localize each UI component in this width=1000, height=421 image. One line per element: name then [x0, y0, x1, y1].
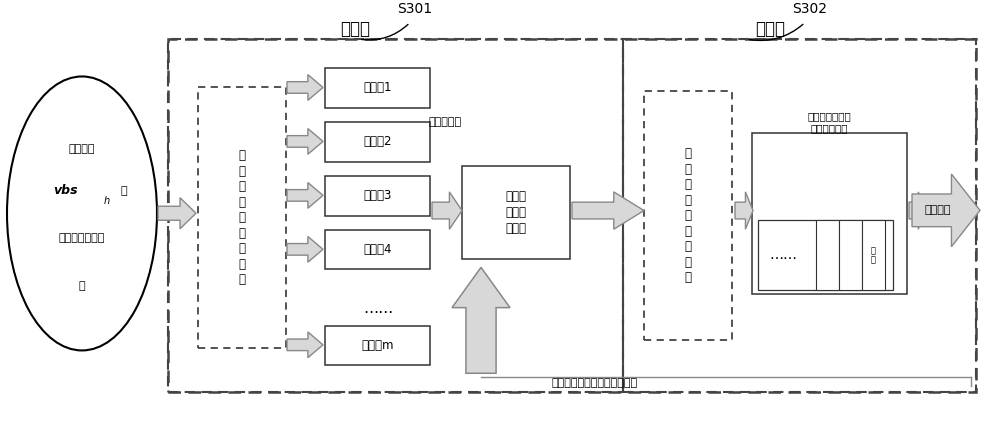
Text: vbs: vbs	[54, 184, 78, 197]
Polygon shape	[325, 122, 430, 162]
Text: 求
解
迁
移
调
度
子
模
型: 求 解 迁 移 调 度 子 模 型	[684, 147, 692, 284]
Polygon shape	[909, 192, 925, 229]
Polygon shape	[325, 68, 430, 108]
Text: 中: 中	[121, 186, 127, 196]
Polygon shape	[287, 332, 323, 358]
Polygon shape	[462, 166, 570, 259]
Polygon shape	[287, 183, 323, 208]
Polygon shape	[452, 267, 510, 373]
Text: 业务组4: 业务组4	[363, 243, 392, 256]
Polygon shape	[572, 192, 644, 229]
Polygon shape	[287, 75, 323, 100]
Text: 优先级函数: 优先级函数	[428, 117, 462, 127]
FancyArrowPatch shape	[362, 24, 408, 40]
Polygon shape	[912, 174, 980, 247]
Text: 业务组2: 业务组2	[363, 135, 392, 148]
Text: 待迁移负载业务: 待迁移负载业务	[59, 233, 105, 243]
Text: 业务组1: 业务组1	[363, 81, 392, 94]
FancyArrowPatch shape	[749, 24, 803, 40]
Text: 对
负
载
业
务
进
行
分
组: 对 负 载 业 务 进 行 分 组	[239, 149, 246, 286]
Text: 业务组m: 业务组m	[361, 339, 394, 352]
Polygon shape	[862, 220, 885, 290]
Text: 进行下一个业务组的迁移调度: 进行下一个业务组的迁移调度	[552, 378, 638, 388]
Polygon shape	[432, 192, 462, 229]
Polygon shape	[758, 220, 893, 290]
Polygon shape	[287, 237, 323, 262]
Text: 业务组内具体的
迁移调度方案: 业务组内具体的 迁移调度方案	[807, 111, 851, 133]
Text: 迁移操作: 迁移操作	[925, 205, 951, 215]
Polygon shape	[816, 220, 839, 290]
Polygon shape	[287, 128, 323, 154]
Polygon shape	[158, 198, 196, 229]
Text: 阶段二: 阶段二	[755, 20, 785, 38]
Polygon shape	[752, 133, 907, 294]
Text: 虚拟基站: 虚拟基站	[69, 144, 95, 154]
Polygon shape	[325, 325, 430, 365]
Text: ……: ……	[363, 301, 393, 317]
Polygon shape	[735, 192, 753, 229]
Text: ……: ……	[769, 248, 797, 262]
Text: 集: 集	[79, 281, 85, 291]
Text: h: h	[104, 196, 110, 206]
Text: S301: S301	[397, 2, 433, 16]
Polygon shape	[839, 220, 862, 290]
Text: 业务组3: 业务组3	[363, 189, 392, 203]
Text: 优先级
最高的
业务组: 优先级 最高的 业务组	[506, 190, 526, 235]
Text: 阶段一: 阶段一	[340, 20, 370, 38]
Polygon shape	[325, 176, 430, 216]
Polygon shape	[325, 230, 430, 269]
Text: 业
务: 业 务	[871, 246, 876, 264]
Ellipse shape	[7, 77, 157, 350]
Text: S302: S302	[792, 2, 828, 16]
